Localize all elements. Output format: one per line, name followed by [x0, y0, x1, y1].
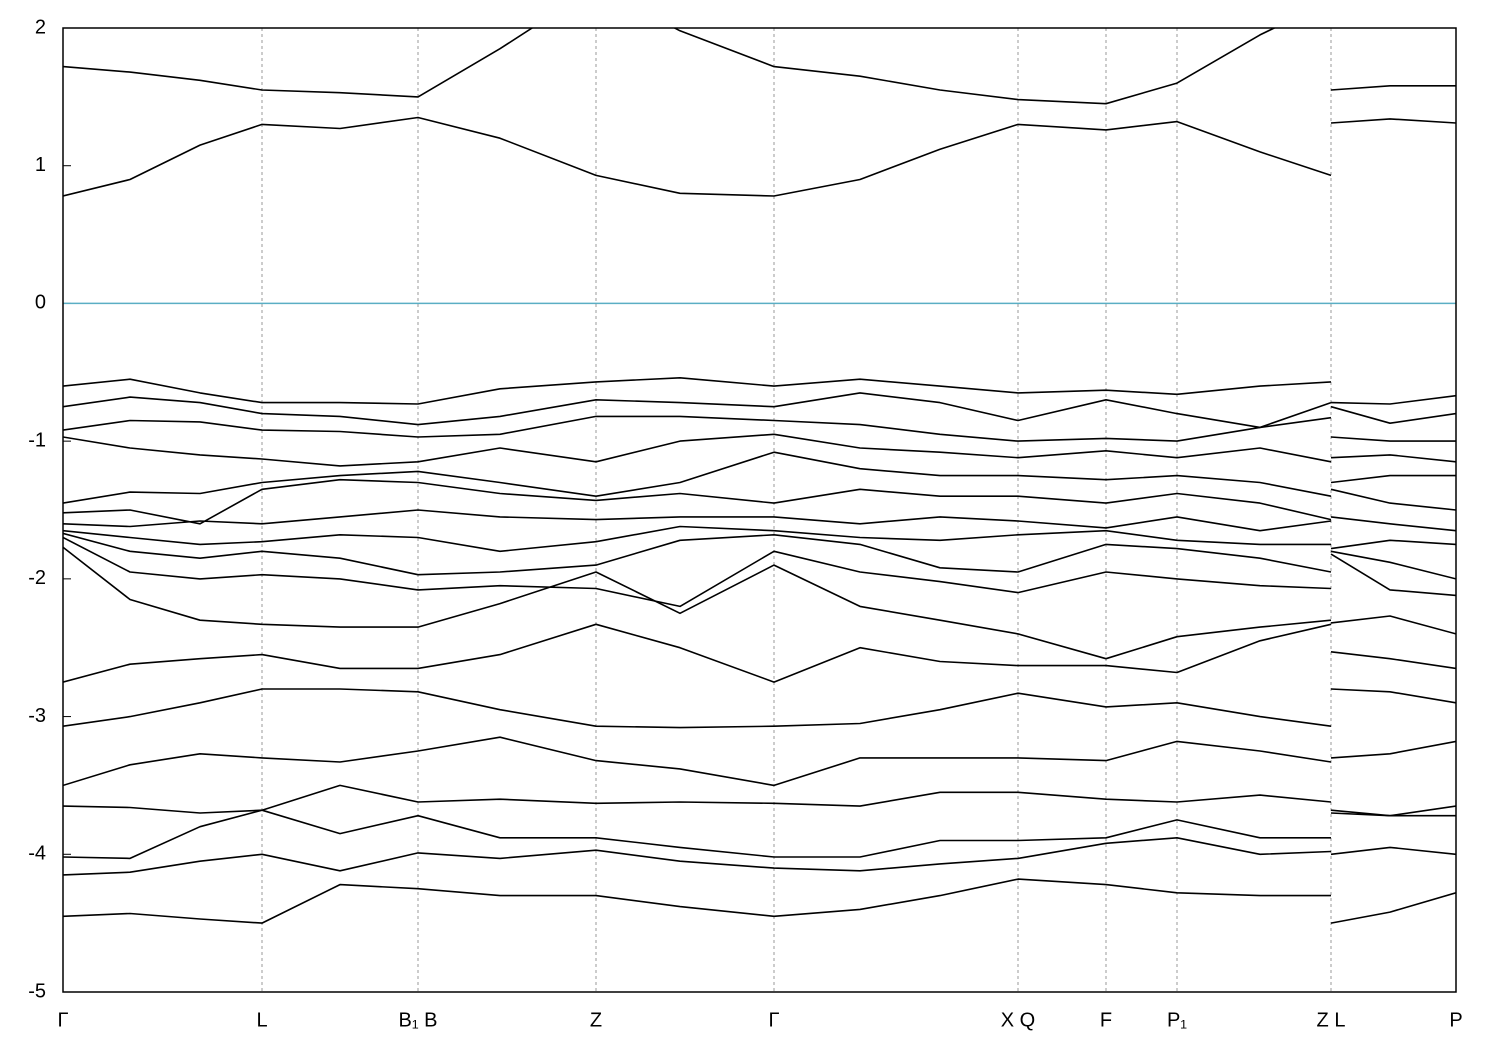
y-tick-label: 0: [35, 292, 46, 314]
label-layer: -5 -4 -3 -2 -1 0 1 2 Γ L B₁ B Z Γ X Q F P₁ Z L P: [28, 16, 1462, 1031]
y-tick-label: -1: [28, 429, 46, 451]
band-line: [63, 623, 1456, 683]
band-line: [63, 415, 1456, 442]
plot-frame: [62, 27, 1457, 993]
y-tick-label: -4: [28, 843, 46, 865]
y-tick-label: -2: [28, 567, 46, 589]
band-line: [63, 509, 1456, 532]
line-layer: [63, 28, 1456, 924]
x-tick-label: Z L: [1317, 1009, 1346, 1031]
x-tick-label: Z: [590, 1009, 602, 1031]
x-tick-label: B₁ B: [399, 1009, 438, 1031]
x-tick-label: X Q: [1001, 1009, 1035, 1031]
band-line: [63, 536, 1456, 608]
x-tick-label: F: [1100, 1009, 1112, 1031]
band-line: [63, 478, 1456, 525]
band-line: [63, 28, 1456, 105]
y-tick-label: -3: [28, 705, 46, 727]
x-tick-label: L: [256, 1009, 267, 1031]
band-line: [63, 116, 1456, 197]
y-tick-label: 2: [35, 16, 46, 38]
band-line: [63, 688, 1456, 729]
x-tick-label: P₁: [1167, 1009, 1187, 1031]
y-tick-label: -5: [28, 980, 46, 1002]
band-line: [63, 546, 1456, 660]
x-tick-label: P: [1449, 1009, 1462, 1031]
band-line: [63, 451, 1456, 504]
band-line: [63, 532, 1456, 580]
band-line: [63, 736, 1456, 787]
grid-layer: [62, 27, 1457, 993]
band-line: [63, 784, 1456, 817]
x-tick-label: Γ: [57, 1009, 68, 1031]
band-line: [63, 837, 1456, 876]
y-tick-label: 1: [35, 154, 46, 176]
band-line: [63, 525, 1456, 553]
band-line: [63, 377, 1456, 405]
band-line: [63, 809, 1456, 860]
band-line: [63, 392, 1456, 429]
band-line: [63, 878, 1456, 924]
band-line: [63, 433, 1456, 467]
x-tick-label: Γ: [768, 1009, 779, 1031]
